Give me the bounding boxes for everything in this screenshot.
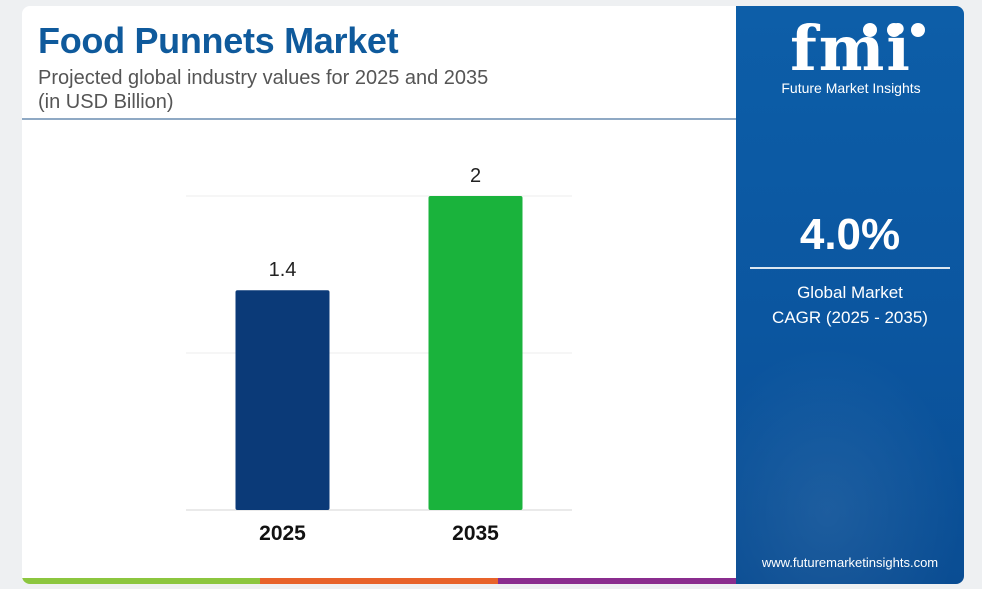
cagr-divider [750, 267, 950, 269]
bar-2025 [235, 290, 330, 510]
report-card: Food Punnets Market Projected global ind… [22, 6, 964, 584]
website-link[interactable]: www.futuremarketinsights.com [761, 555, 939, 570]
title-divider [22, 118, 736, 120]
cagr-label: Global Market CAGR (2025 - 2035) [736, 280, 964, 330]
logo-text: Future Market Insights [781, 80, 921, 96]
data-label-2035: 2 [470, 165, 481, 187]
bottom-bar-green [22, 578, 260, 584]
cagr-label-line-2: CAGR (2025 - 2035) [772, 308, 928, 327]
cagr-label-line-1: Global Market [797, 283, 903, 302]
bottom-bar-orange [260, 578, 498, 584]
sidebar-panel: fmi Future Market Insights 4.0% Global M… [736, 6, 964, 584]
bar-2035 [428, 196, 523, 510]
bar-chart: 1.4 2025 2 2035 [186, 165, 572, 545]
fmi-logo: fmi Future Market Insights [756, 14, 946, 96]
bottom-bar-purple [498, 578, 736, 584]
page-subtitle: Projected global industry values for 202… [38, 66, 638, 114]
logo-dot-icon [887, 23, 901, 37]
subtitle-line-2: (in USD Billion) [38, 91, 174, 113]
logo-dot-icon [911, 23, 925, 37]
x-tick-label-2025: 2025 [259, 522, 306, 545]
subtitle-line-1: Projected global industry values for 202… [38, 67, 489, 89]
bottom-color-bar [22, 578, 736, 584]
page-title: Food Punnets Market [38, 20, 399, 61]
logo-dot-icon [863, 23, 877, 37]
data-label-2025: 1.4 [269, 259, 297, 281]
cagr-value: 4.0% [799, 210, 901, 259]
x-tick-label-2035: 2035 [452, 522, 499, 545]
logo-icons [863, 23, 925, 37]
